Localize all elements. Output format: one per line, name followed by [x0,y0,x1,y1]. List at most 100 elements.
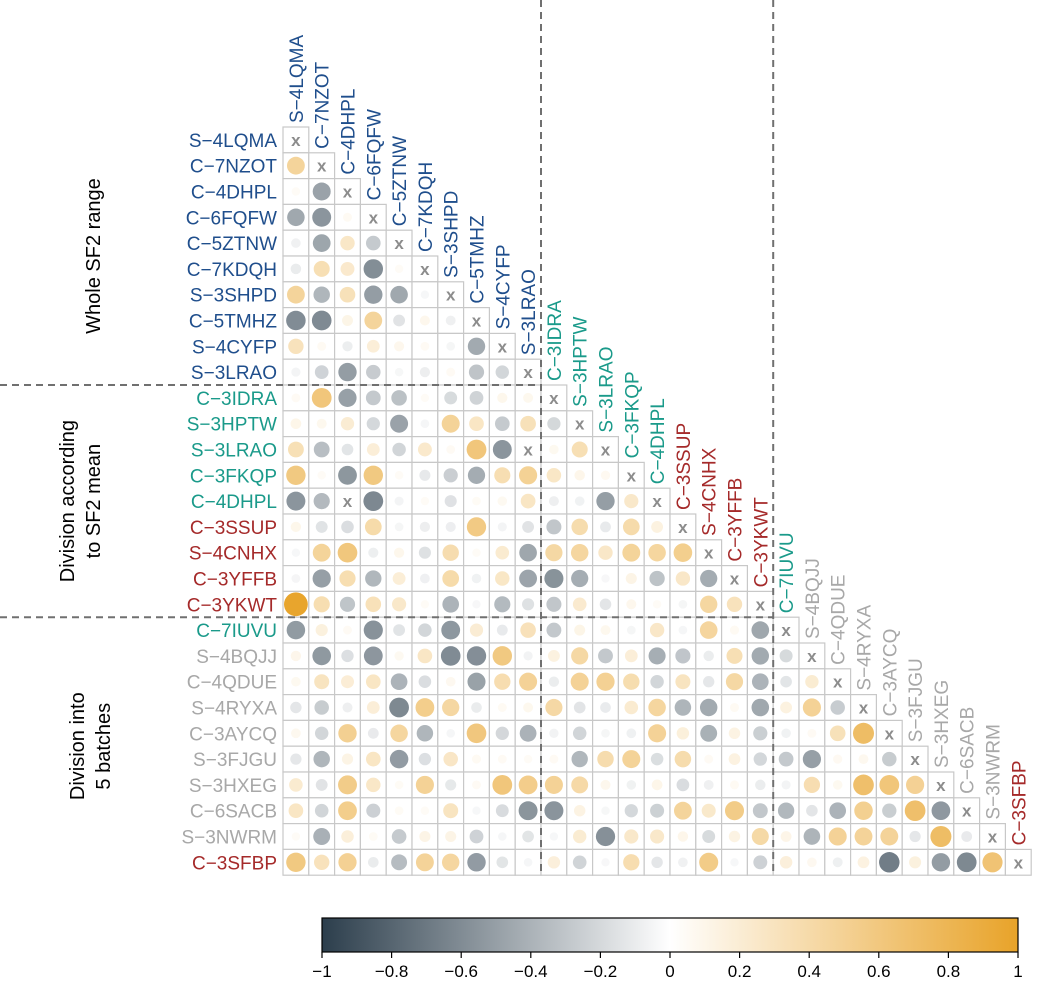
correlation-dot [624,649,638,663]
correlation-dot [879,774,900,795]
correlation-dot [471,573,482,584]
correlation-dot [496,624,508,636]
matrix-cell [385,668,413,696]
correlation-dot [288,338,304,354]
correlation-dot [570,543,589,562]
matrix-cell [437,281,465,309]
correlation-dot [446,728,456,738]
correlation-dot [313,750,330,768]
correlation-dot [651,520,664,533]
correlation-dot [728,830,741,843]
correlation-dot [394,496,404,506]
correlation-dot [626,599,637,610]
correlation-dot [854,827,873,846]
diagonal-marker: x [343,183,353,202]
correlation-dot [571,750,588,768]
correlation-dot [419,315,430,326]
correlation-dot [724,801,745,821]
correlation-dot [441,414,460,433]
correlation-dot [391,829,407,844]
correlation-dot [343,625,352,635]
correlation-dot [780,675,792,688]
matrix-cell [824,668,852,696]
matrix-cell [488,332,516,360]
correlation-dot [365,674,381,690]
column-label: C−4DHPL [339,89,360,175]
correlation-dot [290,753,302,765]
correlation-dot [286,491,306,511]
diagonal-marker: x [756,595,766,614]
correlation-dot [365,596,382,613]
correlation-dot [545,698,563,717]
diagonal-marker: x [498,337,508,356]
correlation-dot [548,676,560,687]
correlation-dot [730,858,739,867]
correlation-dot [419,367,430,378]
correlation-dot [314,700,329,715]
row-label: C−4DHPL [191,183,277,204]
correlation-dot [469,391,484,405]
correlation-dot [882,751,897,767]
matrix-cell [463,307,491,335]
correlation-dot [366,803,381,818]
colorbar-tick-label: −1 [312,962,331,981]
correlation-dot [446,367,456,377]
correlation-dot [417,442,432,457]
column-label: S−3LRAO [597,347,618,433]
correlation-dot [676,778,690,792]
correlation-dot [317,471,326,480]
correlation-dot [441,853,460,872]
colorbar-tick-label: 0.8 [937,962,961,981]
matrix-cell [695,539,723,567]
correlation-dot [703,779,714,790]
correlation-dot [312,182,331,201]
correlation-dot [364,518,382,536]
matrix-cell [1004,848,1032,876]
group-labels: Whole SF2 range Division according to SF2 … [57,178,115,800]
correlation-dot [394,522,404,532]
correlation-dot [703,650,714,662]
correlation-dot [342,702,353,713]
diagonal-marker: x [394,234,404,253]
correlation-dot [313,828,331,845]
correlation-dot [492,646,513,666]
matrix-cell [334,178,362,206]
correlation-dot [546,596,562,612]
diagonal-marker: x [549,389,559,408]
correlation-dot [571,776,589,794]
correlation-dot [290,521,302,533]
correlation-dot [802,750,822,769]
correlation-dot [573,701,586,714]
correlation-dot [314,854,330,870]
correlation-dot [779,649,793,663]
correlation-dot [650,829,665,844]
correlation-dot [418,623,432,637]
correlation-dot [472,496,481,506]
matrix-cell [720,745,748,773]
correlation-dot [675,648,691,664]
diagonal-marker: x [523,363,533,382]
correlation-dot [472,600,481,609]
correlation-dot [858,754,869,764]
correlation-dot [363,465,384,486]
correlation-dot [725,673,744,691]
correlation-dot [466,517,487,537]
correlation-dot [574,470,585,481]
matrix-cell [282,126,310,154]
correlation-dot [445,779,457,791]
row-label: C−5ZTNW [187,234,277,255]
correlation-dot [469,416,484,432]
correlation-dot [726,596,743,612]
correlation-dot [312,207,332,227]
correlation-dot [313,596,330,613]
correlation-dot [390,673,408,691]
matrix-cell [849,693,877,721]
correlation-dot [852,722,875,744]
correlation-dot [342,315,353,326]
correlation-dot [728,727,741,740]
group-label: 5 batches [93,703,115,790]
correlation-dot [675,674,691,690]
correlation-dot [468,364,485,380]
correlation-dot [443,751,458,767]
row-label: C−3IDRA [196,389,277,410]
